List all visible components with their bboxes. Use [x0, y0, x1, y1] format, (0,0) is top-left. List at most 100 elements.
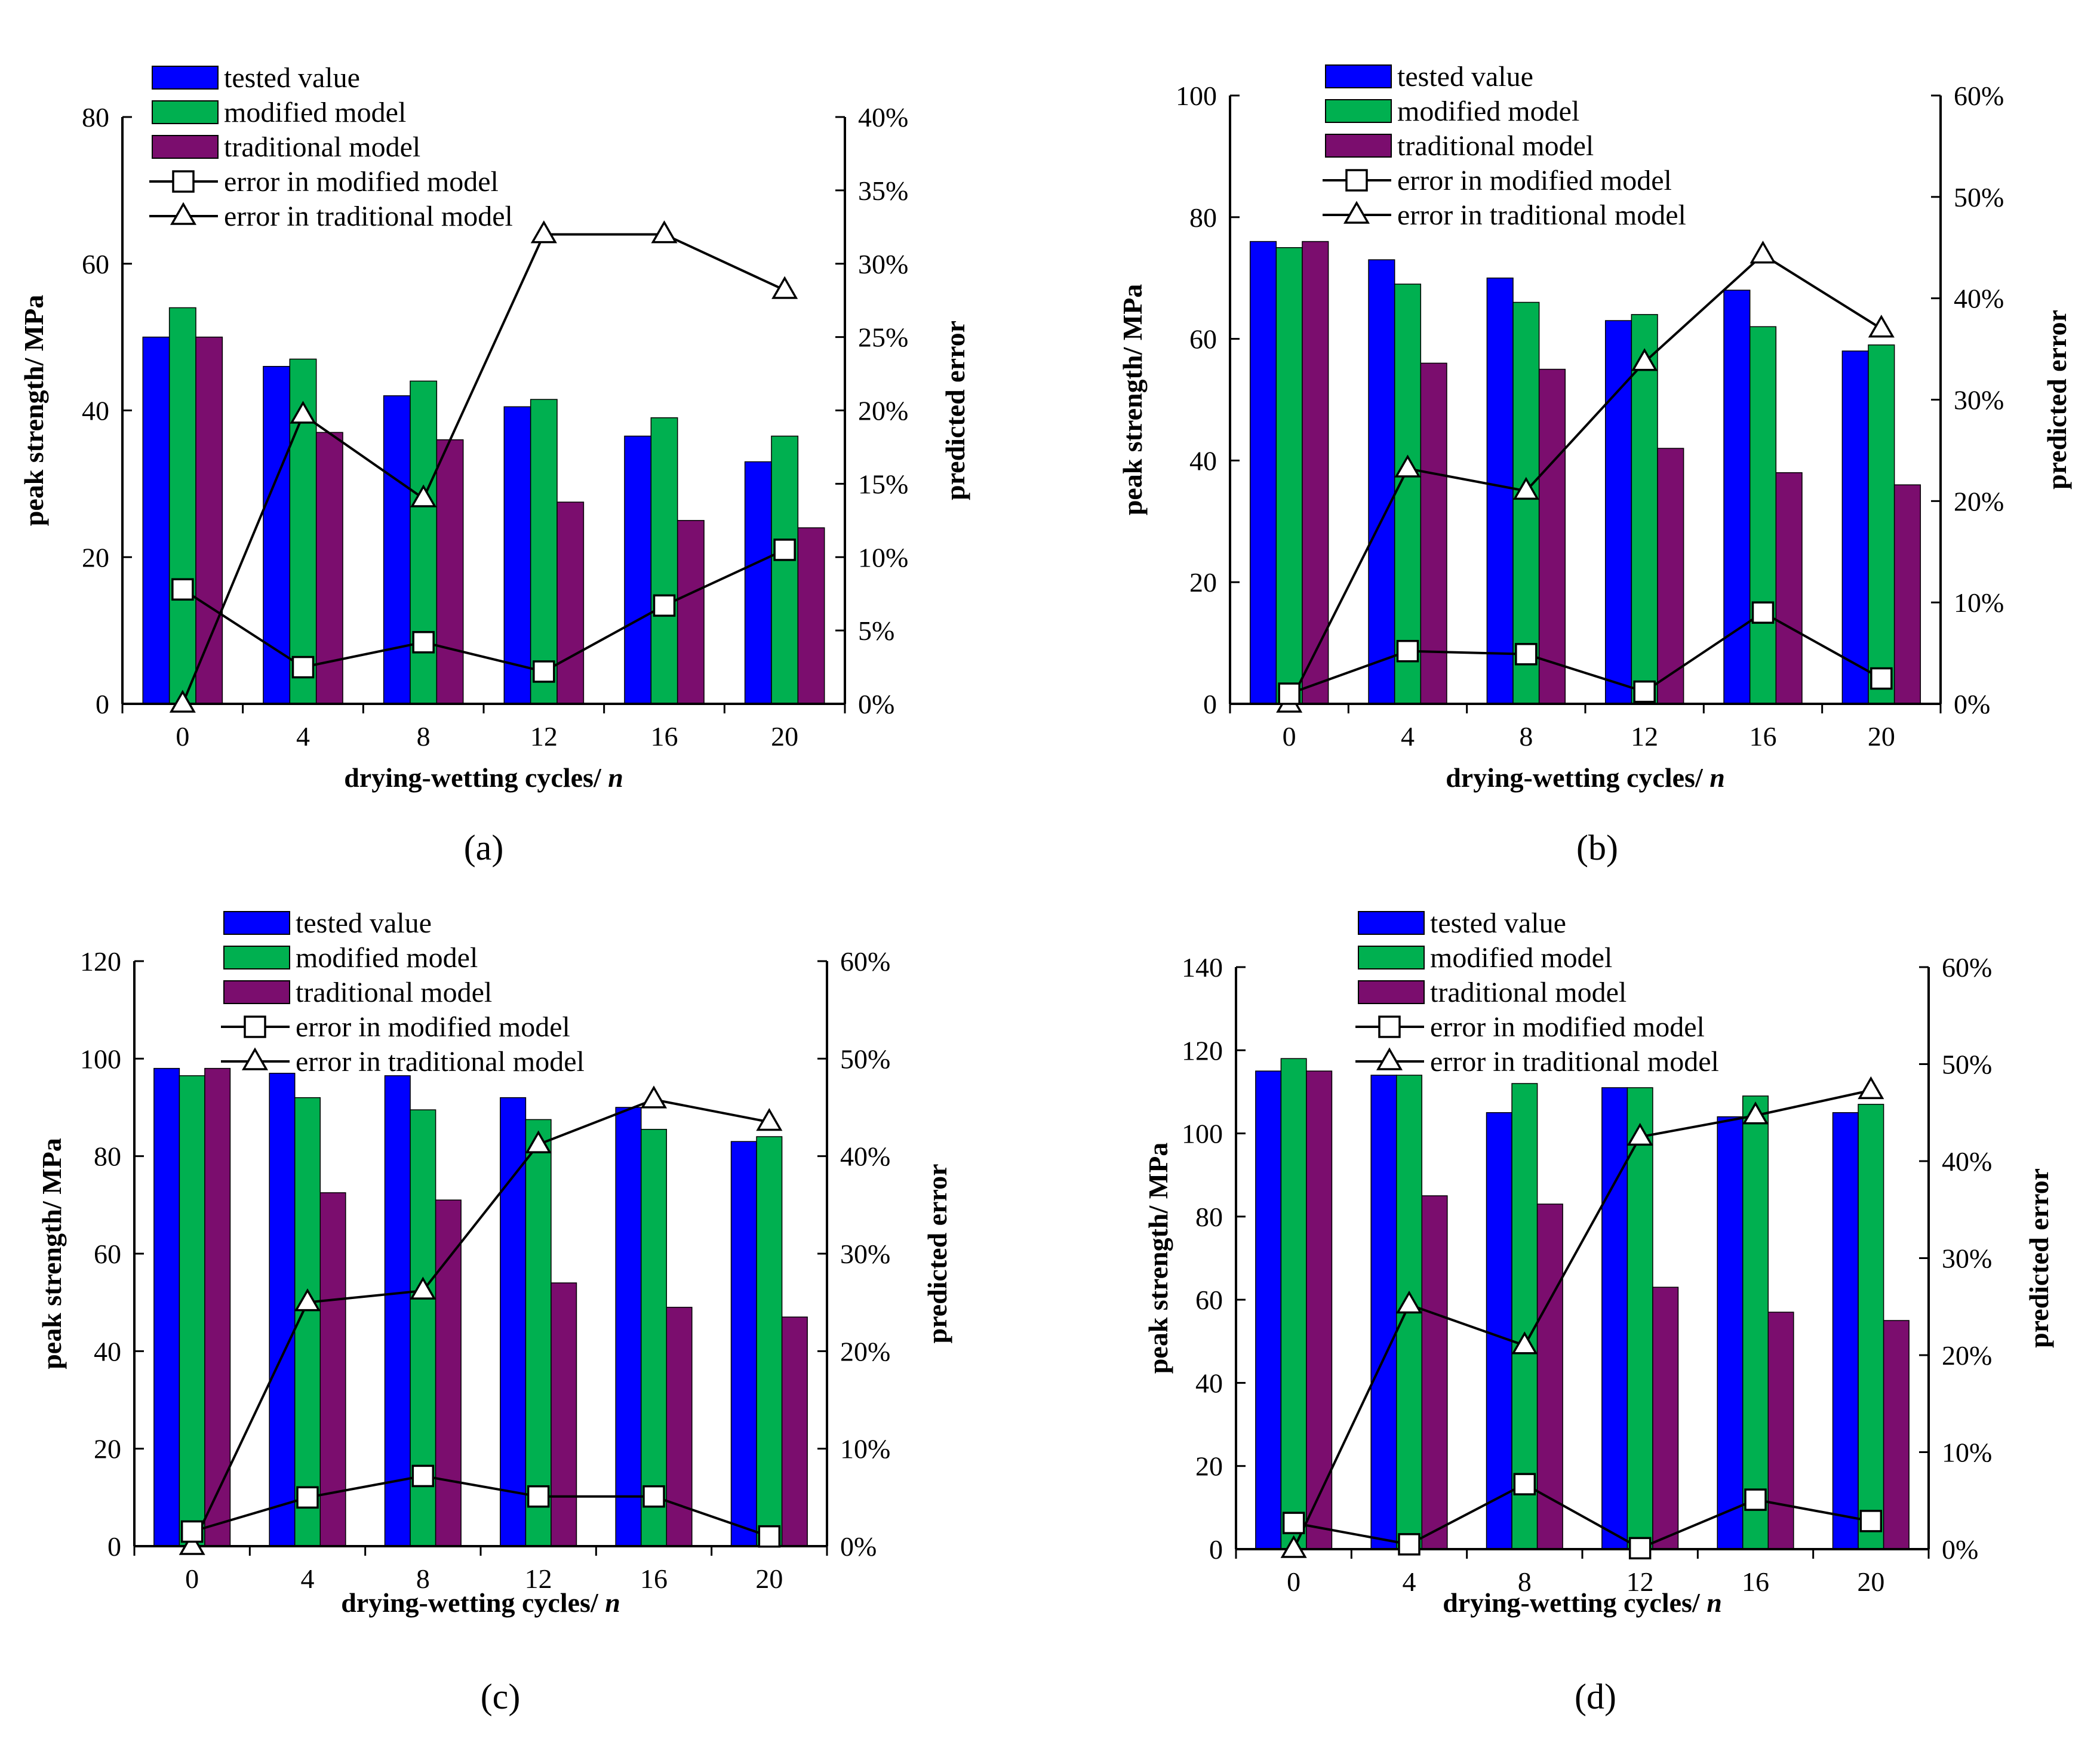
y2-tick-label: 5%	[858, 615, 894, 646]
legend-tested-value-label: tested value	[1430, 907, 1566, 939]
y-tick-label: 60	[1189, 324, 1217, 355]
traditional-error-point	[1511, 1331, 1538, 1355]
traditional-model-bar	[1883, 1320, 1910, 1550]
traditional-model-bar	[797, 527, 825, 704]
legend-modified-model-label: modified model	[296, 942, 478, 974]
y-tick-label: 100	[80, 1044, 121, 1074]
y2-axis-title: predicted error	[2024, 1168, 2054, 1348]
traditional-model-bar	[1538, 368, 1566, 704]
legend-error-traditional-marker	[1376, 1047, 1403, 1070]
legend-error-modified-marker	[1378, 1015, 1401, 1038]
y2-tick-label: 60%	[1954, 81, 2004, 111]
y2-tick-label: 30%	[1954, 385, 2004, 415]
y2-tick-label: 15%	[858, 469, 908, 499]
legend-tested-value-swatch	[1358, 911, 1425, 935]
y2-tick-label: 20%	[840, 1336, 890, 1366]
traditional-model-bar	[1775, 472, 1803, 704]
legend-modified-model-swatch	[1325, 99, 1392, 123]
modified-error-point	[1870, 667, 1893, 690]
traditional-model-bar	[781, 1316, 808, 1547]
modified-model-bar	[1742, 1095, 1769, 1550]
y-tick-label: 20	[1189, 567, 1217, 598]
y-axis-title: peak strength/ MPa	[1143, 1143, 1173, 1374]
y2-tick-label: 40%	[1954, 284, 2004, 314]
traditional-error-point	[410, 484, 437, 507]
y-tick-label: 60	[82, 249, 109, 279]
x-tick-label: 16	[651, 721, 678, 752]
tested-value-bar	[1368, 259, 1395, 704]
modified-error-point	[527, 1485, 550, 1508]
legend-modified-model-label: modified model	[1397, 96, 1579, 127]
legend-tested-value-label: tested value	[296, 907, 432, 939]
x-tick-label: 4	[1401, 721, 1415, 752]
y-tick-label: 40	[1195, 1368, 1223, 1398]
modified-model-bar	[1626, 1087, 1653, 1550]
y2-tick-label: 0%	[840, 1531, 877, 1562]
y2-tick-label: 40%	[1942, 1146, 1992, 1177]
y-tick-label: 140	[1182, 952, 1223, 983]
traditional-model-bar	[315, 432, 343, 704]
legend-tested-value-swatch	[1325, 64, 1392, 88]
traditional-error-point	[1512, 476, 1539, 500]
modified-model-bar	[640, 1129, 668, 1547]
legend-tested-value-swatch	[152, 66, 219, 90]
traditional-model-bar	[1652, 1286, 1679, 1550]
traditional-model-bar	[435, 1199, 462, 1547]
x-tick-label: 20	[1857, 1566, 1884, 1597]
tested-value-bar	[1604, 320, 1632, 704]
modified-error-point	[1513, 1473, 1536, 1495]
panel-label: (b)	[1576, 828, 1618, 867]
x-tick-label: 8	[416, 1563, 430, 1594]
traditional-model-bar	[1536, 1204, 1563, 1550]
modified-model-bar	[530, 399, 558, 704]
chart-panel-a: 0 20 40 60 80 0% 5% 10% 15% 20% 25% 30% 35% 40% 0 4 8 12 1…	[19, 62, 970, 867]
legend-error-traditional-label: error in traditional model	[1430, 1046, 1719, 1078]
traditional-error-point	[530, 220, 557, 244]
y-axis-title: peak strength/ MPa	[19, 295, 49, 527]
modified-model-bar	[756, 1136, 783, 1547]
tested-value-bar	[744, 461, 772, 704]
modified-error-point	[653, 594, 676, 617]
tested-value-bar	[263, 366, 291, 704]
y-tick-label: 80	[82, 102, 109, 133]
y2-tick-label: 40%	[840, 1141, 890, 1172]
x-axis-title: drying-wetting cycles/ n	[341, 1587, 620, 1618]
y-tick-label: 20	[94, 1434, 121, 1464]
x-axis-title: drying-wetting cycles/ n	[344, 762, 623, 793]
traditional-error-point	[756, 1107, 783, 1131]
traditional-error-point	[1395, 1290, 1423, 1314]
modified-error-point	[1751, 601, 1775, 624]
modified-model-bar	[168, 307, 196, 704]
traditional-error-point	[1858, 1076, 1884, 1100]
modified-error-line	[1289, 611, 1882, 695]
legend-modified-model-swatch	[1358, 946, 1425, 969]
x-tick-label: 0	[1287, 1566, 1300, 1597]
y2-tick-label: 40%	[858, 102, 908, 133]
x-tick-label: 12	[1631, 721, 1658, 752]
legend-modified-model-swatch	[152, 100, 219, 124]
y-tick-label: 0	[96, 689, 109, 719]
modified-error-line	[192, 1475, 770, 1538]
modified-error-point	[296, 1486, 319, 1509]
traditional-error-point	[651, 220, 678, 244]
x-tick-label: 20	[1868, 721, 1895, 752]
modified-error-point	[180, 1520, 204, 1543]
traditional-error-point	[640, 1085, 668, 1109]
y2-tick-label: 60%	[1942, 952, 1992, 983]
modified-model-bar	[1868, 344, 1895, 704]
legend-error-traditional-marker	[170, 202, 197, 225]
tested-value-bar	[503, 406, 531, 704]
y2-tick-label: 50%	[1954, 182, 2004, 213]
legend-error-traditional-label: error in traditional model	[1397, 199, 1686, 231]
tested-value-bar	[383, 395, 411, 704]
x-tick-label: 4	[1403, 1566, 1416, 1597]
y-tick-label: 80	[1195, 1202, 1223, 1232]
traditional-model-bar	[1421, 1195, 1448, 1550]
x-tick-label: 8	[1518, 1566, 1532, 1597]
modified-error-point	[171, 578, 194, 601]
legend-error-modified-label: error in modified model	[1397, 165, 1672, 196]
y2-tick-label: 30%	[1942, 1244, 1992, 1274]
y-tick-label: 60	[1195, 1285, 1223, 1315]
panel-label: (c)	[481, 1677, 521, 1716]
